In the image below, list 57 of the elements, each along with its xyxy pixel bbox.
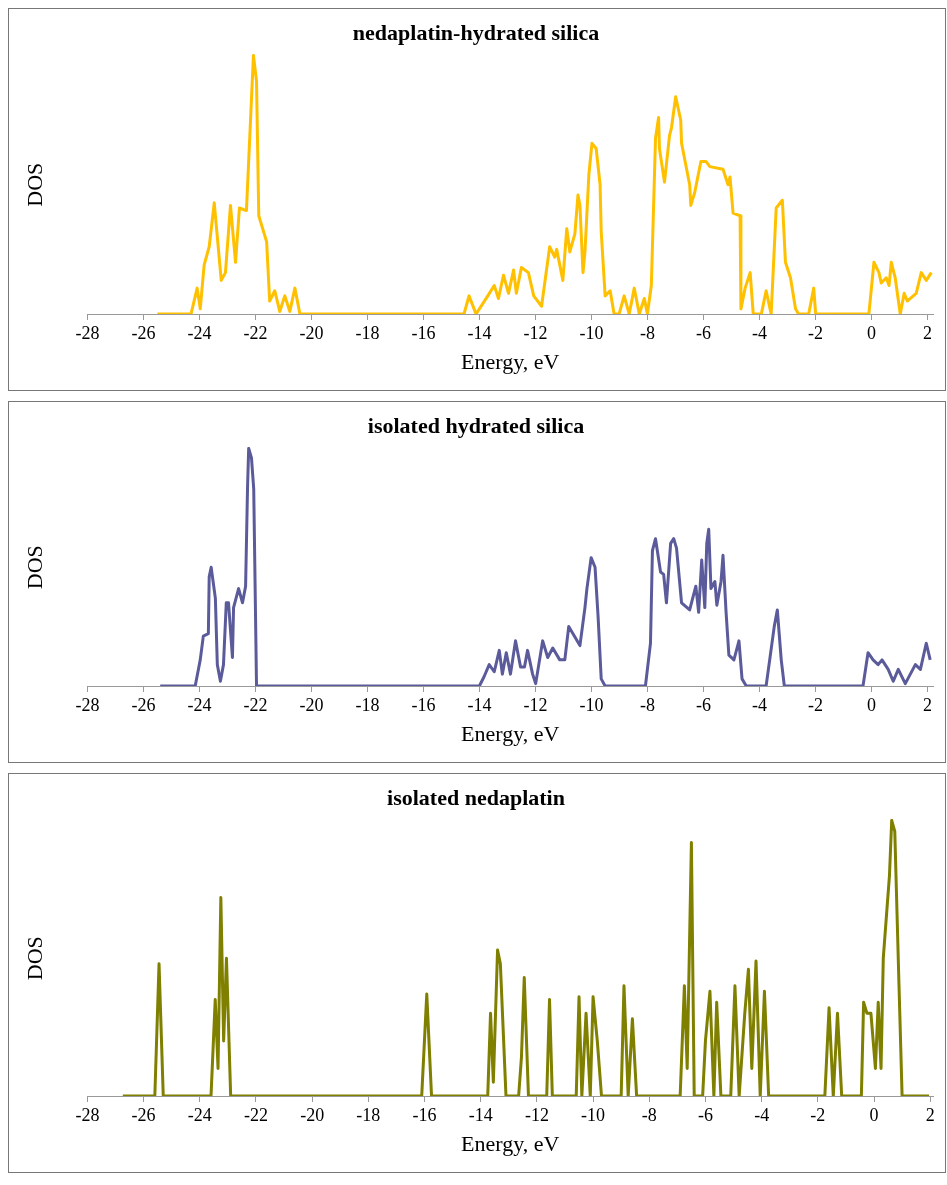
x-tick-label: -10 — [581, 1104, 606, 1125]
x-tick-label: -8 — [641, 1104, 657, 1125]
x-tick-label: -22 — [243, 1104, 268, 1125]
x-tick-label: -6 — [695, 322, 711, 343]
x-tick-label: -22 — [243, 322, 268, 343]
chart-title: nedaplatin-hydrated silica — [352, 19, 600, 45]
x-tick-label: -14 — [468, 1104, 493, 1125]
x-tick-label: -14 — [467, 694, 492, 715]
x-tick-label: -24 — [187, 694, 212, 715]
x-tick-label: 0 — [866, 694, 876, 715]
x-tick-label: -28 — [75, 694, 100, 715]
x-tick-label: 2 — [925, 1104, 935, 1125]
x-tick-label: -2 — [807, 694, 823, 715]
x-tick-label: -22 — [243, 694, 268, 715]
x-tick-label: -12 — [524, 1104, 549, 1125]
x-tick-label: -12 — [523, 694, 548, 715]
x-tick-label: -14 — [467, 322, 492, 343]
x-tick-label: -16 — [411, 694, 436, 715]
x-tick-label: -16 — [411, 322, 436, 343]
x-tick-label: -26 — [131, 1104, 156, 1125]
x-tick-label: -12 — [523, 322, 548, 343]
x-tick-label: 0 — [869, 1104, 879, 1125]
x-tick-label: -24 — [187, 1104, 212, 1125]
x-tick-label: 2 — [922, 694, 932, 715]
x-tick-label: -20 — [299, 322, 324, 343]
x-tick-label: -10 — [579, 694, 604, 715]
x-tick-label: -16 — [412, 1104, 437, 1125]
x-tick-label: 2 — [922, 322, 932, 343]
y-axis-title: DOS — [21, 545, 47, 590]
x-tick-label: -28 — [75, 322, 100, 343]
x-tick-label: -4 — [754, 1104, 770, 1125]
x-tick-label: -26 — [131, 694, 156, 715]
x-tick-label: -20 — [300, 1104, 325, 1125]
x-tick-label: -20 — [299, 694, 324, 715]
x-axis-title: Energy, eV — [461, 720, 560, 746]
x-tick-label: -2 — [807, 322, 823, 343]
y-axis-title: DOS — [21, 162, 47, 207]
x-axis-title: Energy, eV — [461, 1130, 560, 1156]
x-tick-label: -28 — [75, 1104, 100, 1125]
x-tick-label: -24 — [187, 322, 212, 343]
y-axis-title: DOS — [21, 936, 47, 981]
x-tick-label: -6 — [695, 694, 711, 715]
x-tick-label: -10 — [579, 322, 604, 343]
x-tick-label: -18 — [356, 1104, 381, 1125]
x-tick-label: -8 — [639, 694, 655, 715]
x-tick-label: -26 — [131, 322, 156, 343]
x-tick-label: -18 — [355, 694, 380, 715]
x-tick-label: -4 — [751, 694, 767, 715]
x-tick-label: 0 — [866, 322, 876, 343]
x-axis-title: Energy, eV — [461, 348, 560, 374]
x-tick-label: -6 — [697, 1104, 713, 1125]
x-tick-label: -8 — [639, 322, 655, 343]
x-tick-label: -2 — [810, 1104, 826, 1125]
chart-title: isolated nedaplatin — [387, 784, 565, 810]
chart-title: isolated hydrated silica — [367, 412, 585, 438]
x-tick-label: -18 — [355, 322, 380, 343]
x-tick-label: -4 — [751, 322, 767, 343]
